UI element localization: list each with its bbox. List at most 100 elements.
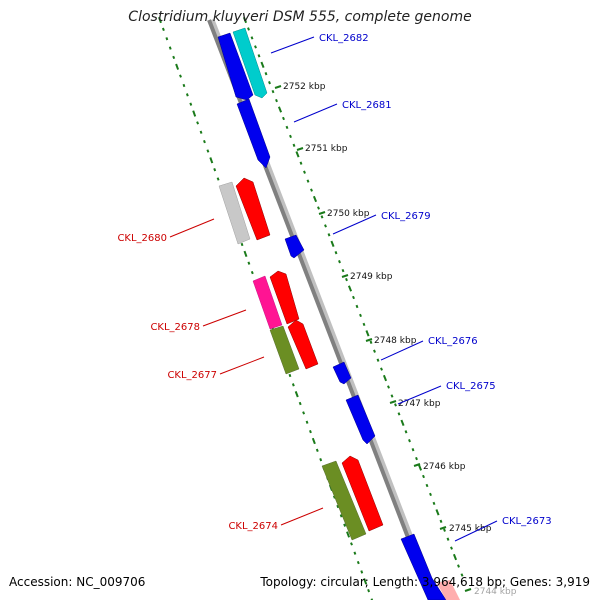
- ring-dot: [356, 560, 360, 565]
- ring-dot: [345, 277, 348, 282]
- gene-CKL_2680[interactable]: [235, 177, 271, 241]
- gene-CKL_2677-block-red[interactable]: [287, 319, 319, 370]
- ring-dot: [382, 374, 388, 382]
- gene-label-CKL_2678[interactable]: CKL_2678: [150, 322, 200, 333]
- scale-label: 2752 kbp: [283, 82, 326, 92]
- gene-label-CKL_2677[interactable]: CKL_2677: [167, 370, 217, 381]
- ring-dot: [408, 439, 411, 443]
- leader-line: [202, 309, 247, 327]
- ring-dot: [165, 37, 169, 41]
- ring-dot: [275, 98, 278, 103]
- leader-line: [293, 103, 338, 123]
- gene-CKL_2674[interactable]: [321, 460, 367, 541]
- map-title: Clostridium kluyveri DSM 555, complete g…: [128, 9, 472, 25]
- scale-tick: 2748 kbp: [365, 336, 417, 346]
- ring-dot: [260, 61, 265, 68]
- leader-line: [397, 385, 442, 405]
- gene-CKL_2678-block-red[interactable]: [269, 270, 300, 325]
- ring-dot: [189, 102, 193, 106]
- scale-label: 2749 kbp: [350, 272, 393, 282]
- leader-line: [219, 356, 265, 375]
- ring-dot: [411, 448, 415, 452]
- ring-dot: [347, 285, 353, 292]
- ring-dot: [435, 509, 440, 516]
- ring-dot: [429, 492, 432, 497]
- ring-dot: [291, 383, 295, 387]
- gene-CKL_2676[interactable]: [332, 361, 352, 385]
- ring-dot: [254, 45, 257, 49]
- ring-dot: [432, 501, 436, 506]
- scale-tick: 2744 kbp: [464, 587, 517, 597]
- ring-dot: [161, 27, 165, 32]
- leader-line: [380, 340, 424, 361]
- scale-label: 2744 kbp: [474, 587, 517, 597]
- ring-dot: [303, 170, 306, 174]
- gene-label-CKL_2681[interactable]: CKL_2681: [342, 100, 392, 111]
- ring-dot: [209, 157, 214, 164]
- leader-line: [454, 520, 498, 542]
- ring-dot: [257, 54, 261, 58]
- ring-dot: [158, 16, 162, 24]
- gene-CKL_2681[interactable]: [236, 98, 271, 169]
- scale-label: 2747 kbp: [398, 399, 441, 409]
- scale-tick: 2745 kbp: [439, 524, 492, 534]
- gene-CKL_2674-block-red[interactable]: [341, 455, 384, 532]
- gene-label-CKL_2676[interactable]: CKL_2676: [428, 336, 478, 347]
- gene-CKL_2677[interactable]: [269, 325, 300, 375]
- ring-dot: [264, 72, 268, 76]
- ring-dot: [355, 304, 359, 309]
- ring-dot: [196, 121, 200, 125]
- gene-CKL_2675[interactable]: [345, 394, 376, 445]
- ring-dot: [367, 588, 371, 593]
- gene-CKL_2682[interactable]: [232, 27, 268, 99]
- ring-dot: [302, 411, 306, 415]
- gene-partial-faded[interactable]: [437, 580, 460, 600]
- ring-dot: [247, 27, 250, 31]
- ring-dot: [203, 139, 206, 144]
- ring-dot: [315, 448, 319, 452]
- scale-label: 2745 kbp: [449, 524, 492, 534]
- outer-dotted-ring-right: [242, 16, 464, 577]
- ring-dot: [311, 437, 316, 445]
- ring-dot: [415, 456, 418, 461]
- scale-tick: 2746 kbp: [413, 462, 466, 472]
- gene-CKL_2682-block-blue[interactable]: [217, 32, 254, 101]
- ring-dot: [305, 420, 309, 424]
- ring-dot: [363, 578, 368, 585]
- gene-label-CKL_2682[interactable]: CKL_2682: [319, 33, 369, 44]
- leader-line: [169, 218, 215, 238]
- gene-label-CKL_2673[interactable]: CKL_2673: [502, 516, 552, 527]
- ring-dot: [292, 143, 296, 147]
- ring-dot: [320, 215, 324, 219]
- gene-label-CKL_2675[interactable]: CKL_2675: [446, 381, 496, 392]
- ring-dot: [397, 412, 401, 416]
- gene-CKL_2673[interactable]: [400, 533, 447, 600]
- leader-line: [270, 36, 315, 54]
- ring-dot: [373, 349, 376, 353]
- ring-dot: [317, 206, 320, 210]
- ring-dot: [310, 188, 313, 192]
- ring-dot: [288, 373, 292, 378]
- ring-dot: [175, 63, 180, 70]
- scale-tick: 2752 kbp: [274, 82, 326, 92]
- ring-dot: [343, 523, 347, 527]
- gene-label-CKL_2679[interactable]: CKL_2679: [381, 211, 431, 222]
- ring-dot: [359, 313, 362, 318]
- gene-CKL_2679[interactable]: [284, 234, 305, 259]
- ring-dot: [341, 268, 345, 273]
- ring-dot: [338, 260, 341, 264]
- scale-tick: 2751 kbp: [296, 144, 348, 154]
- gene-label-CKL_2674[interactable]: CKL_2674: [228, 521, 278, 532]
- ring-dot: [282, 116, 285, 121]
- gene-CKL_2680-block-grey[interactable]: [218, 181, 251, 245]
- ring-dot: [360, 570, 364, 574]
- ring-dot: [457, 564, 460, 568]
- ring-dot: [450, 546, 453, 550]
- ring-dot: [439, 519, 443, 523]
- gene-CKL_2678[interactable]: [252, 275, 283, 330]
- ring-dot: [216, 177, 220, 181]
- ring-dot: [182, 83, 186, 88]
- ring-dot: [199, 130, 203, 134]
- gene-label-CKL_2680[interactable]: CKL_2680: [117, 233, 167, 244]
